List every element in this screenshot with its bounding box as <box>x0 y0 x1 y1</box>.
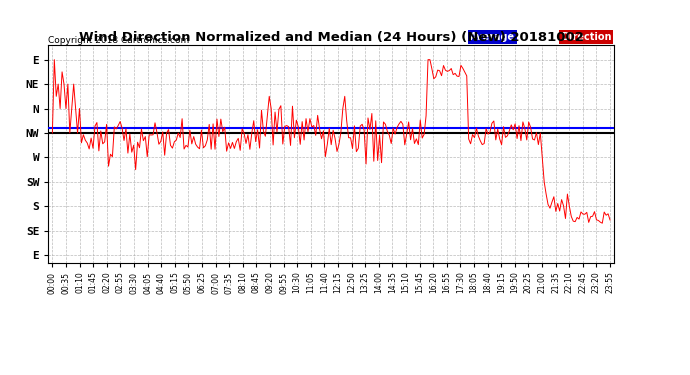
Text: Copyright 2018 Cartronics.com: Copyright 2018 Cartronics.com <box>48 36 190 45</box>
Title: Wind Direction Normalized and Median (24 Hours) (New) 20181002: Wind Direction Normalized and Median (24… <box>79 31 584 44</box>
Text: Direction: Direction <box>561 32 611 42</box>
Text: Average: Average <box>470 32 515 42</box>
